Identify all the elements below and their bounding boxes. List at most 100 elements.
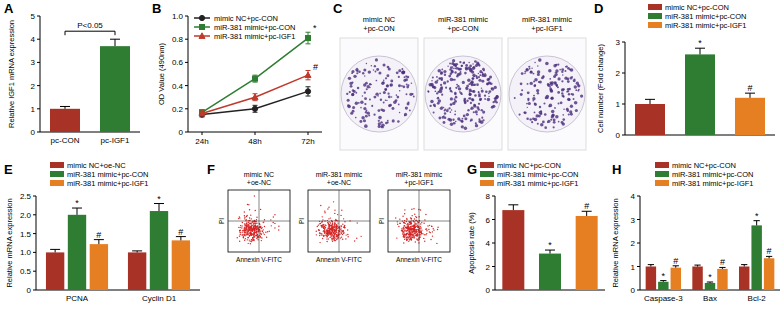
colony (557, 91, 560, 94)
colony (452, 59, 455, 62)
colony (355, 68, 358, 71)
significance: # (313, 62, 318, 72)
event (331, 225, 332, 226)
colony (561, 71, 563, 73)
event (401, 230, 402, 231)
event (407, 226, 408, 227)
legend-swatch (50, 171, 64, 177)
colony (428, 91, 430, 93)
event (255, 223, 256, 224)
event (327, 232, 328, 233)
significance: * (548, 240, 552, 250)
event (248, 224, 249, 225)
colony (521, 89, 523, 91)
colony (543, 103, 545, 105)
event (332, 227, 333, 228)
colony (566, 78, 569, 81)
event (327, 231, 328, 232)
colony (383, 91, 386, 94)
bar (692, 267, 702, 291)
event (247, 237, 248, 238)
x-tick-label: 24h (195, 137, 208, 146)
event (253, 233, 254, 234)
colony (397, 96, 400, 99)
colony (472, 78, 474, 80)
event (411, 225, 412, 226)
event (410, 222, 411, 223)
event (270, 219, 271, 220)
colony (472, 74, 475, 77)
colony (554, 73, 557, 76)
event (324, 226, 325, 227)
event (413, 230, 414, 231)
colony (352, 82, 354, 84)
colony (373, 96, 376, 99)
colony (478, 91, 479, 92)
legend-swatch (648, 22, 662, 28)
colony (469, 88, 472, 91)
event (329, 233, 330, 234)
event (252, 229, 253, 230)
y-tick (492, 266, 495, 267)
event (320, 205, 321, 206)
event (330, 217, 331, 218)
event (413, 228, 414, 229)
event (411, 228, 412, 229)
event (245, 238, 246, 239)
event (250, 231, 251, 232)
event (251, 226, 252, 227)
event (411, 239, 412, 240)
y-tick (37, 16, 40, 17)
colony (542, 75, 545, 78)
colony (570, 105, 573, 108)
colony (433, 103, 436, 106)
legend-swatch (480, 171, 494, 177)
colony (547, 84, 550, 87)
event (329, 227, 330, 228)
event (411, 226, 412, 227)
event (336, 236, 337, 237)
event (407, 223, 408, 224)
colony (387, 121, 389, 123)
flow-plot-frame (228, 190, 290, 252)
error-bar (176, 237, 186, 241)
event (335, 219, 336, 220)
colony (476, 77, 479, 80)
event (260, 233, 261, 234)
y-tick-label: 3 (31, 58, 36, 67)
event (333, 236, 334, 237)
colony (364, 75, 365, 76)
event (413, 225, 414, 226)
event (404, 225, 405, 226)
caption: +pc-IGF1 (404, 179, 433, 187)
colony (362, 95, 364, 97)
colony (481, 74, 484, 77)
event (405, 227, 406, 228)
event (414, 232, 415, 233)
event (405, 227, 406, 228)
colony (396, 71, 399, 74)
event (331, 228, 332, 229)
event (242, 234, 243, 235)
bar (128, 252, 146, 290)
colony (542, 121, 545, 124)
event (399, 218, 400, 219)
colony (443, 121, 446, 124)
event (254, 232, 255, 233)
event (252, 237, 253, 238)
x-tick-label: Bax (703, 294, 717, 303)
y-axis (625, 42, 626, 135)
event (319, 235, 320, 236)
event (249, 235, 250, 236)
y-tick-label: 2 (616, 69, 621, 78)
event (250, 233, 251, 234)
colony (539, 106, 541, 108)
event (416, 231, 417, 232)
colony (553, 126, 555, 128)
colony (444, 74, 446, 76)
event (404, 222, 405, 223)
event (425, 234, 426, 235)
colony (447, 80, 449, 82)
event (278, 229, 279, 230)
event (411, 223, 412, 224)
